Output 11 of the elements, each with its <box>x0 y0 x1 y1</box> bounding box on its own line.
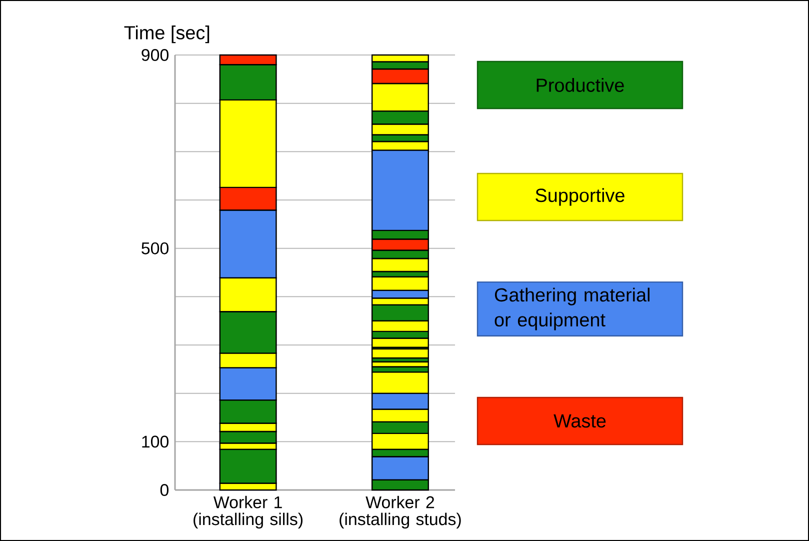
text: Gathering material or equipment <box>494 288 650 330</box>
y-tick-label: 500 <box>142 242 169 254</box>
text: Productive <box>536 78 624 92</box>
y-tick-label: 900 <box>142 48 169 61</box>
text: Waste <box>554 414 606 428</box>
y-tick-label: 100 <box>142 436 169 448</box>
y-tick-label: 0 <box>160 484 169 496</box>
x-tick-label: Worker 2 (installing studs) <box>340 496 461 529</box>
x-tick-label: Worker 1 (installing sills) <box>194 496 302 529</box>
text: Supportive <box>536 188 624 206</box>
y-axis-title: Time [sec] <box>124 26 210 44</box>
